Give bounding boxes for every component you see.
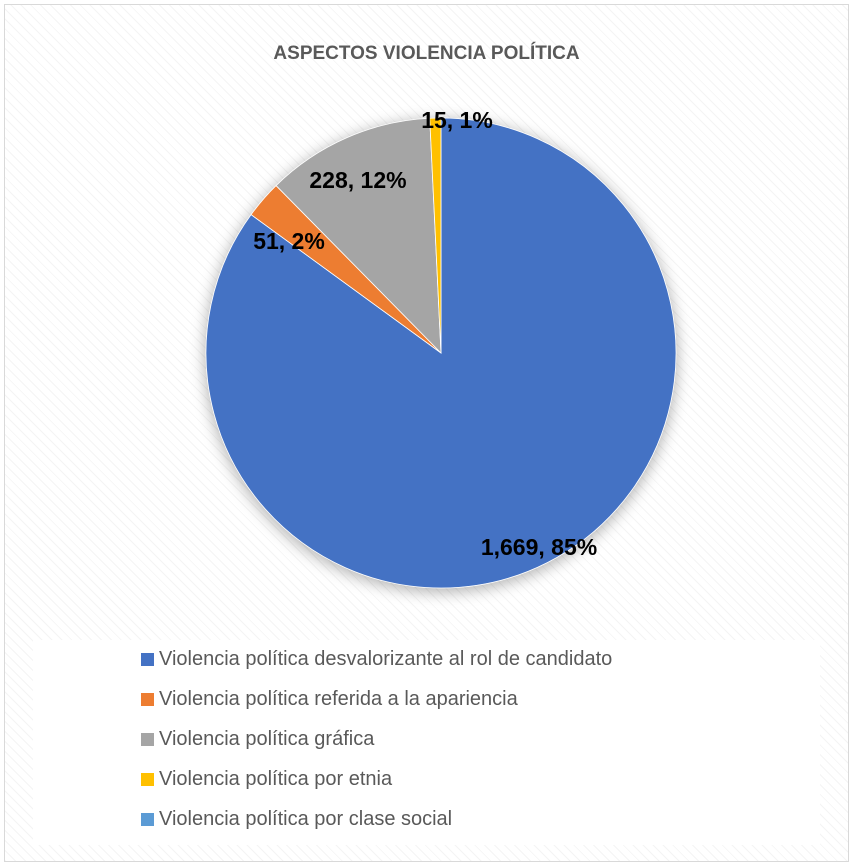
pie-slice (275, 117, 442, 355)
data-label: 1,669, 85% (481, 534, 597, 560)
data-label: 15, 1% (421, 107, 493, 133)
pie-slice (429, 117, 442, 354)
legend-swatch (141, 732, 154, 746)
chart-legend: Violencia política desvalorizante al rol… (33, 640, 820, 845)
legend-label: Violencia política gráfica (159, 727, 375, 750)
chart-area: ASPECTOS VIOLENCIA POLÍTICA 1,669, 85% 51… (4, 4, 849, 862)
legend-label: Violencia política por clase social (159, 807, 453, 830)
legend-item: Violencia política por etnia (141, 761, 392, 797)
data-label: 51, 2% (253, 228, 325, 254)
legend-label: Violencia política por etnia (159, 767, 393, 790)
pie-chart: 1,669, 85% 51, 2% 228, 12% 15, 1% (204, 107, 678, 593)
legend-swatch (141, 812, 154, 826)
legend-swatch (141, 772, 154, 786)
legend-item: Violencia política por clase social (141, 801, 452, 837)
legend-item: Violencia política referida a la aparien… (141, 681, 518, 717)
chart-title: ASPECTOS VIOLENCIA POLÍTICA (273, 43, 580, 64)
legend-label: Violencia política referida a la aparien… (159, 687, 518, 710)
legend-swatch (141, 652, 154, 666)
legend-label: Violencia política desvalorizante al rol… (159, 647, 613, 670)
legend-item: Violencia política gráfica (141, 721, 374, 757)
legend-swatch (141, 692, 154, 706)
data-label: 228, 12% (309, 167, 406, 193)
legend-item: Violencia política desvalorizante al rol… (141, 641, 612, 677)
